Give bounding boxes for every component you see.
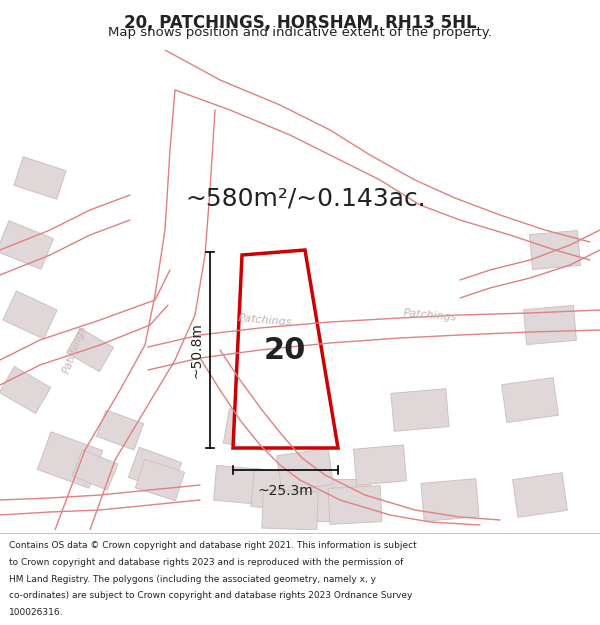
Polygon shape [328, 486, 382, 524]
Text: ~50.8m: ~50.8m [189, 322, 203, 378]
Polygon shape [97, 410, 143, 450]
Polygon shape [353, 445, 406, 485]
Text: to Crown copyright and database rights 2023 and is reproduced with the permissio: to Crown copyright and database rights 2… [9, 558, 403, 567]
Text: ~580m²/~0.143ac.: ~580m²/~0.143ac. [185, 186, 426, 210]
Polygon shape [262, 490, 318, 530]
Text: Map shows position and indicative extent of the property.: Map shows position and indicative extent… [108, 26, 492, 39]
Polygon shape [251, 469, 309, 511]
Polygon shape [0, 221, 53, 269]
Text: HM Land Registry. The polygons (including the associated geometry, namely x, y: HM Land Registry. The polygons (includin… [9, 574, 376, 584]
Polygon shape [530, 231, 580, 269]
Polygon shape [72, 450, 118, 490]
Polygon shape [67, 328, 113, 372]
Polygon shape [0, 366, 50, 414]
Polygon shape [421, 479, 479, 521]
Text: ~25.3m: ~25.3m [257, 484, 313, 498]
Text: 20, PATCHINGS, HORSHAM, RH13 5HL: 20, PATCHINGS, HORSHAM, RH13 5HL [124, 14, 476, 32]
Polygon shape [136, 459, 185, 501]
Text: 100026316.: 100026316. [9, 608, 64, 617]
Polygon shape [223, 409, 277, 451]
Polygon shape [310, 479, 370, 521]
Polygon shape [391, 389, 449, 431]
Polygon shape [502, 378, 559, 423]
Polygon shape [214, 466, 266, 504]
Polygon shape [37, 432, 103, 488]
Polygon shape [14, 157, 66, 199]
Polygon shape [512, 472, 568, 518]
Text: Patchings: Patchings [238, 312, 292, 328]
Text: Patchings: Patchings [403, 308, 457, 322]
Text: Patchings: Patchings [62, 324, 88, 376]
Text: co-ordinates) are subject to Crown copyright and database rights 2023 Ordnance S: co-ordinates) are subject to Crown copyr… [9, 591, 412, 600]
Polygon shape [128, 448, 182, 493]
Polygon shape [233, 250, 338, 448]
Polygon shape [524, 306, 577, 344]
Polygon shape [3, 291, 57, 339]
Polygon shape [277, 449, 333, 491]
Text: Contains OS data © Crown copyright and database right 2021. This information is : Contains OS data © Crown copyright and d… [9, 541, 417, 551]
Text: 20: 20 [263, 336, 305, 365]
